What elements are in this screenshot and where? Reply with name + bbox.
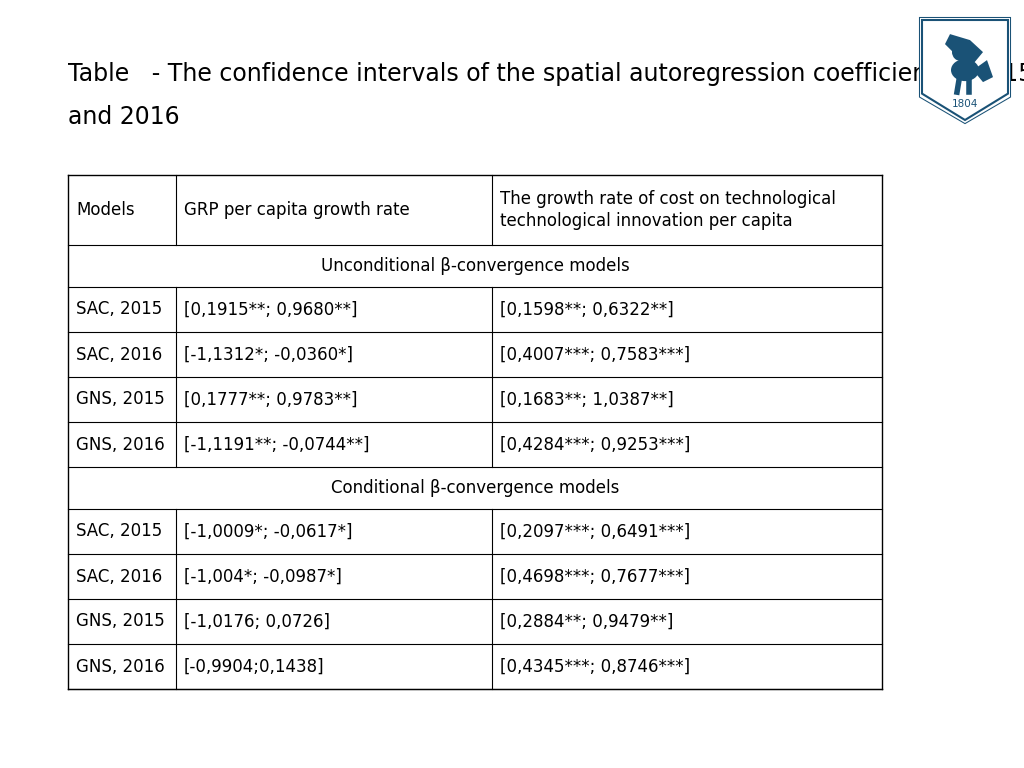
Text: GNS, 2016: GNS, 2016 [76,657,165,676]
Polygon shape [973,60,993,82]
Text: [0,4345***; 0,8746***]: [0,4345***; 0,8746***] [500,657,690,676]
Text: GNS, 2016: GNS, 2016 [76,435,165,453]
Text: [0,1777**; 0,9783**]: [0,1777**; 0,9783**] [184,390,357,409]
Text: SAC, 2015: SAC, 2015 [76,300,162,319]
Text: GNS, 2015: GNS, 2015 [76,613,165,631]
Text: The growth rate of cost on technological: The growth rate of cost on technological [500,190,836,208]
Text: [-1,0176; 0,0726]: [-1,0176; 0,0726] [184,613,330,631]
Text: Conditional β-convergence models: Conditional β-convergence models [331,479,620,497]
Text: Unconditional β-convergence models: Unconditional β-convergence models [321,257,630,275]
Polygon shape [920,18,1010,123]
Text: GRP per capita growth rate: GRP per capita growth rate [184,201,410,219]
Text: [0,1915**; 0,9680**]: [0,1915**; 0,9680**] [184,300,357,319]
Text: Models: Models [76,201,134,219]
Text: Table   - The confidence intervals of the spatial autoregression coefficient in : Table - The confidence intervals of the … [68,62,1024,86]
Text: [0,2097***; 0,6491***]: [0,2097***; 0,6491***] [500,522,690,541]
Text: 1804: 1804 [951,97,979,107]
Text: SAC, 2016: SAC, 2016 [76,346,162,363]
Text: [-1,1312*; -0,0360*]: [-1,1312*; -0,0360*] [184,346,353,363]
Text: ✦: ✦ [946,36,984,79]
Bar [68,175,882,689]
Text: [-0,9904;0,1438]: [-0,9904;0,1438] [184,657,325,676]
Text: SAC, 2016: SAC, 2016 [76,568,162,585]
Polygon shape [920,18,1010,123]
Text: [0,2884**; 0,9479**]: [0,2884**; 0,9479**] [500,613,674,631]
Text: 1804: 1804 [952,99,978,109]
Circle shape [952,43,970,61]
Polygon shape [922,20,1008,120]
Ellipse shape [951,59,979,81]
Text: [-1,0009*; -0,0617*]: [-1,0009*; -0,0617*] [184,522,352,541]
Text: SAC, 2015: SAC, 2015 [76,522,162,541]
Text: [-1,004*; -0,0987*]: [-1,004*; -0,0987*] [184,568,342,585]
Polygon shape [945,34,983,64]
Text: [0,4284***; 0,9253***]: [0,4284***; 0,9253***] [500,435,690,453]
Text: and 2016: and 2016 [68,105,179,129]
Text: [-1,1191**; -0,0744**]: [-1,1191**; -0,0744**] [184,435,370,453]
Text: GNS, 2015: GNS, 2015 [76,390,165,409]
Text: [0,4007***; 0,7583***]: [0,4007***; 0,7583***] [500,346,690,363]
Text: technological innovation per capita: technological innovation per capita [500,212,793,230]
Text: [0,1683**; 1,0387**]: [0,1683**; 1,0387**] [500,390,674,409]
Text: [0,1598**; 0,6322**]: [0,1598**; 0,6322**] [500,300,674,319]
Text: [0,4698***; 0,7677***]: [0,4698***; 0,7677***] [500,568,690,585]
